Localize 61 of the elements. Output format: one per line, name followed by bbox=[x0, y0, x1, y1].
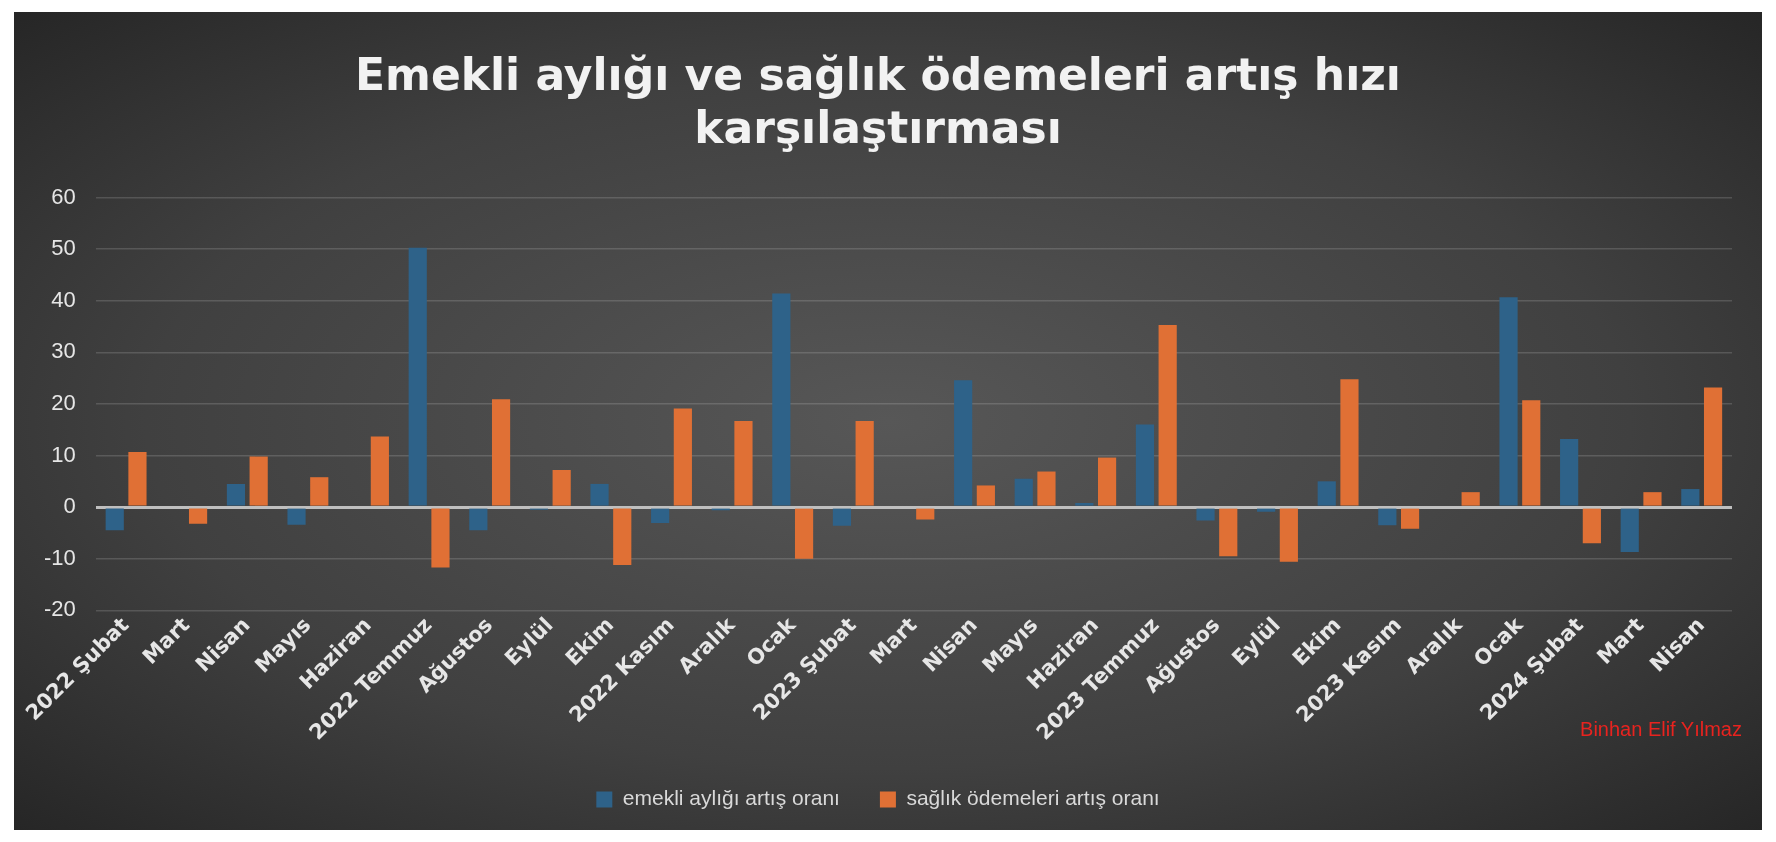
bar bbox=[832, 508, 852, 526]
bar bbox=[1075, 502, 1094, 506]
bar bbox=[1257, 508, 1276, 512]
y-tick-label: -20 bbox=[44, 596, 76, 622]
bar bbox=[976, 485, 995, 506]
bar bbox=[855, 420, 874, 506]
y-tick-label: 0 bbox=[63, 493, 76, 519]
y-tick-label: 10 bbox=[51, 441, 76, 467]
bar bbox=[673, 408, 692, 506]
legend-label: emekli aylığı artış oranı bbox=[622, 786, 840, 810]
bar bbox=[1014, 478, 1033, 506]
bar bbox=[772, 293, 791, 506]
bar bbox=[1582, 508, 1601, 544]
bar bbox=[1097, 457, 1117, 506]
bar bbox=[794, 508, 814, 559]
bar bbox=[249, 456, 268, 506]
bar bbox=[1340, 379, 1359, 506]
bar bbox=[651, 508, 670, 524]
legend-label: sağlık ödemeleri artış oranı bbox=[906, 786, 1160, 810]
bar bbox=[1219, 508, 1238, 557]
bar bbox=[1620, 508, 1639, 552]
bar bbox=[1643, 492, 1662, 506]
bar bbox=[1196, 508, 1215, 521]
bar bbox=[431, 508, 450, 568]
bar bbox=[1560, 439, 1579, 506]
bar bbox=[1522, 400, 1541, 506]
bar bbox=[1681, 489, 1700, 506]
bar bbox=[287, 508, 306, 525]
bar bbox=[1135, 424, 1155, 506]
bar bbox=[226, 483, 246, 506]
chart-title: Emekli aylığı ve sağlık ödemeleri artış hızı karşılaştırması bbox=[355, 48, 1401, 153]
y-tick-label: 60 bbox=[51, 183, 76, 209]
bar bbox=[734, 420, 753, 506]
bar bbox=[1317, 481, 1336, 506]
bar bbox=[613, 508, 632, 565]
y-tick-label: 50 bbox=[51, 235, 76, 261]
bar bbox=[491, 399, 511, 506]
y-tick-label: 20 bbox=[51, 390, 76, 416]
y-tick-label: 40 bbox=[51, 286, 76, 312]
bar bbox=[469, 508, 488, 531]
bar bbox=[1461, 492, 1480, 506]
bar bbox=[408, 247, 427, 506]
bar bbox=[128, 451, 147, 506]
bar bbox=[552, 469, 571, 506]
y-tick-label: -10 bbox=[44, 544, 76, 570]
bar bbox=[1279, 508, 1298, 562]
bar bbox=[1378, 508, 1397, 526]
bar bbox=[590, 483, 609, 506]
bar bbox=[1703, 387, 1723, 506]
text: Binhan Elif Yılmaz bbox=[1580, 717, 1742, 740]
y-tick-label: 30 bbox=[51, 338, 76, 364]
bar bbox=[310, 477, 329, 506]
bar bbox=[954, 380, 973, 506]
bar bbox=[1499, 297, 1518, 506]
bar bbox=[916, 508, 935, 520]
bar bbox=[370, 436, 389, 506]
bar bbox=[188, 508, 208, 524]
bar bbox=[1400, 508, 1420, 529]
bar bbox=[105, 508, 124, 531]
bar bbox=[1158, 325, 1177, 506]
bar bbox=[1037, 471, 1056, 506]
